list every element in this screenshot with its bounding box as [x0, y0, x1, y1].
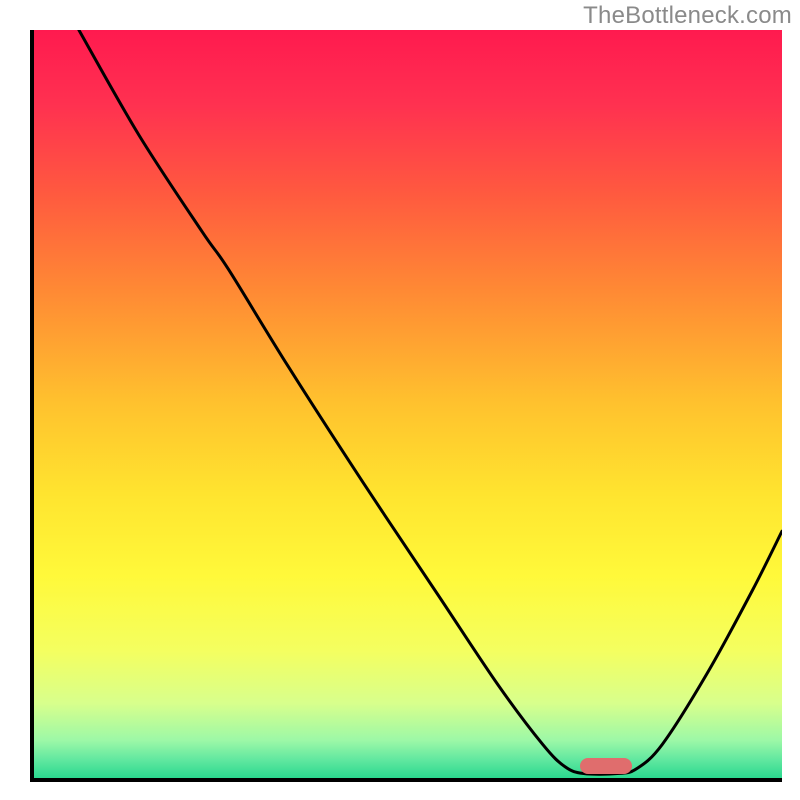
bottleneck-curve: [79, 30, 782, 774]
chart-stage: TheBottleneck.com: [0, 0, 800, 800]
watermark-text: TheBottleneck.com: [583, 2, 792, 30]
plot-frame: [30, 30, 782, 782]
optimum-marker: [580, 758, 632, 774]
curve-layer: [34, 30, 782, 778]
